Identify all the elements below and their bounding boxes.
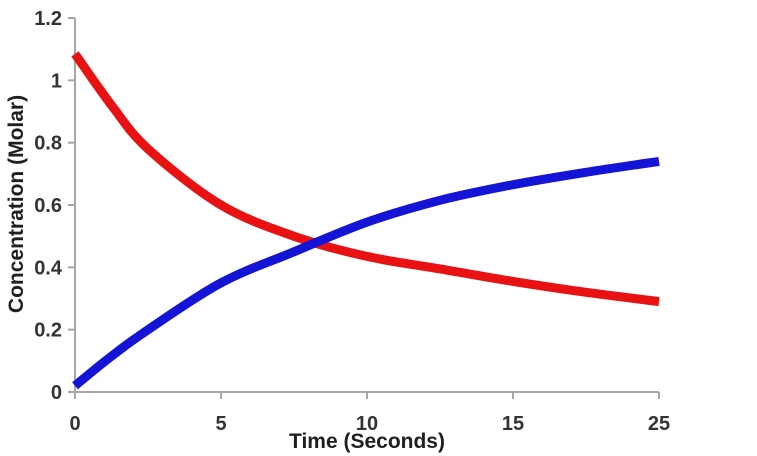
x-tick-label: 10 bbox=[356, 413, 378, 435]
x-tick-label: 25 bbox=[648, 413, 670, 435]
x-tick-label: 5 bbox=[215, 413, 226, 435]
y-axis-title: Concentration (Molar) bbox=[5, 94, 28, 314]
blue-curve bbox=[72, 156, 660, 390]
x-tick-label: 15 bbox=[502, 413, 524, 435]
y-tick-label: 0 bbox=[51, 382, 62, 404]
x-tick-label: 0 bbox=[69, 413, 80, 435]
y-tick-label: 1.2 bbox=[34, 8, 62, 30]
y-tick-label: 1 bbox=[51, 70, 62, 92]
y-tick-label: 0.8 bbox=[34, 133, 62, 155]
red-curve bbox=[71, 51, 660, 307]
y-tick-label: 0.4 bbox=[34, 257, 63, 279]
x-axis-title: Time (Seconds) bbox=[289, 430, 445, 453]
y-tick-label: 0.2 bbox=[34, 320, 62, 342]
y-tick-label: 0.6 bbox=[34, 195, 62, 217]
